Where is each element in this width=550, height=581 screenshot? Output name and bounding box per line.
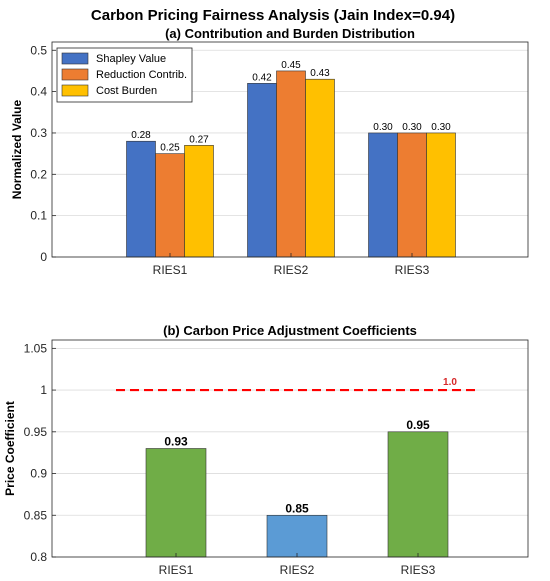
subplot-b-reference: 1.0 bbox=[116, 377, 480, 392]
data-label-a-s0-c2: 0.30 bbox=[373, 122, 393, 133]
data-label-a-s0-c0: 0.28 bbox=[131, 130, 151, 141]
subplot-b-bars bbox=[145, 431, 449, 558]
subplot-b-x-ticks: RIES1 RIES2 RIES3 bbox=[159, 553, 436, 577]
y-tick-label-b-3: 0.95 bbox=[24, 425, 48, 439]
x-tick-label-b-0: RIES1 bbox=[159, 563, 194, 577]
bar-b-ries3 bbox=[387, 431, 449, 558]
y-tick-label-a-1: 0.1 bbox=[30, 209, 47, 223]
bar-a-s1-ries1 bbox=[155, 153, 185, 258]
data-label-b-c2: 0.95 bbox=[406, 418, 430, 432]
y-tick-label-a-5: 0.5 bbox=[30, 43, 47, 57]
subplot-a-title: (a) Contribution and Burden Distribution bbox=[165, 26, 415, 41]
subplot-b-axes-box bbox=[51, 339, 529, 558]
legend-item-reduction: Reduction Contrib. bbox=[61, 68, 187, 81]
y-tick-label-b-4: 1 bbox=[40, 383, 47, 397]
subplot-a-y-ticks: 0 0.1 0.2 0.3 0.4 0.5 bbox=[30, 43, 56, 264]
y-tick-label-b-5: 1.05 bbox=[24, 341, 48, 355]
legend-swatch-reduction bbox=[61, 68, 89, 81]
bar-b-ries1 bbox=[145, 448, 207, 558]
bar-a-s0-ries3 bbox=[368, 132, 398, 258]
x-tick-label-a-0: RIES1 bbox=[153, 263, 188, 277]
subplot-a-axes-box bbox=[51, 41, 529, 258]
x-tick-label-b-2: RIES3 bbox=[401, 563, 436, 577]
data-label-a-s2-c1: 0.43 bbox=[310, 68, 330, 79]
subplot-b-y-axis-label: Price Coefficient bbox=[3, 401, 17, 496]
y-tick-label-b-2: 0.9 bbox=[30, 467, 47, 481]
subplot-b-y-ticks: 0.8 0.85 0.9 0.95 1 1.05 bbox=[24, 341, 56, 564]
y-tick-label-b-1: 0.85 bbox=[24, 508, 48, 522]
data-label-a-s0-c1: 0.42 bbox=[252, 72, 272, 83]
figure-title: Carbon Pricing Fairness Analysis (Jain I… bbox=[91, 7, 455, 24]
subplot-a-legend: Shapley Value Reduction Contrib. Cost Bu… bbox=[56, 47, 193, 103]
subplot-a: (a) Contribution and Burden Distribution… bbox=[10, 26, 529, 277]
bar-a-s2-ries2 bbox=[305, 78, 335, 258]
legend-item-shapley: Shapley Value bbox=[61, 52, 166, 65]
bar-a-s2-ries3 bbox=[426, 132, 456, 258]
bar-a-s1-ries3 bbox=[397, 132, 427, 258]
data-label-a-s1-c0: 0.25 bbox=[160, 143, 180, 154]
subplot-a-bars bbox=[126, 70, 456, 258]
legend-label-cost: Cost Burden bbox=[96, 85, 157, 97]
subplot-b-title: (b) Carbon Price Adjustment Coefficients bbox=[163, 323, 417, 338]
x-tick-label-b-1: RIES2 bbox=[280, 563, 315, 577]
bar-a-s1-ries2 bbox=[276, 70, 306, 258]
y-tick-label-a-2: 0.2 bbox=[30, 167, 47, 181]
x-tick-label-a-1: RIES2 bbox=[274, 263, 309, 277]
bar-b-ries2 bbox=[266, 514, 328, 558]
legend-swatch-cost bbox=[61, 84, 89, 97]
y-tick-label-b-0: 0.8 bbox=[30, 550, 47, 564]
legend-item-cost: Cost Burden bbox=[61, 84, 157, 97]
bar-a-s0-ries1 bbox=[126, 140, 156, 258]
subplot-a-data-labels: 0.28 0.42 0.30 0.25 0.45 0.30 0.27 0.43 0.30 bbox=[131, 60, 451, 154]
data-label-b-c0: 0.93 bbox=[164, 435, 188, 449]
legend-label-shapley: Shapley Value bbox=[96, 53, 166, 65]
legend-label-reduction: Reduction Contrib. bbox=[96, 69, 187, 81]
bar-a-s2-ries1 bbox=[184, 145, 214, 258]
data-label-a-s2-c0: 0.27 bbox=[189, 134, 209, 145]
subplot-b: (b) Carbon Price Adjustment Coefficients… bbox=[3, 323, 529, 577]
y-tick-label-a-4: 0.4 bbox=[30, 85, 47, 99]
y-tick-label-a-3: 0.3 bbox=[30, 126, 47, 140]
y-tick-label-a-0: 0 bbox=[40, 250, 47, 264]
subplot-a-y-axis-label: Normalized Value bbox=[10, 99, 24, 199]
data-label-a-s2-c2: 0.30 bbox=[431, 122, 451, 133]
subplot-b-data-labels: 0.93 0.85 0.95 bbox=[164, 418, 430, 515]
data-label-a-s1-c2: 0.30 bbox=[402, 122, 422, 133]
x-tick-label-a-2: RIES3 bbox=[395, 263, 430, 277]
data-label-b-c1: 0.85 bbox=[285, 501, 309, 515]
bar-a-s0-ries2 bbox=[247, 83, 277, 258]
data-label-a-s1-c1: 0.45 bbox=[281, 60, 301, 71]
subplot-a-x-ticks: RIES1 RIES2 RIES3 bbox=[153, 253, 430, 277]
legend-swatch-shapley bbox=[61, 52, 89, 65]
reference-line-label: 1.0 bbox=[443, 377, 457, 388]
